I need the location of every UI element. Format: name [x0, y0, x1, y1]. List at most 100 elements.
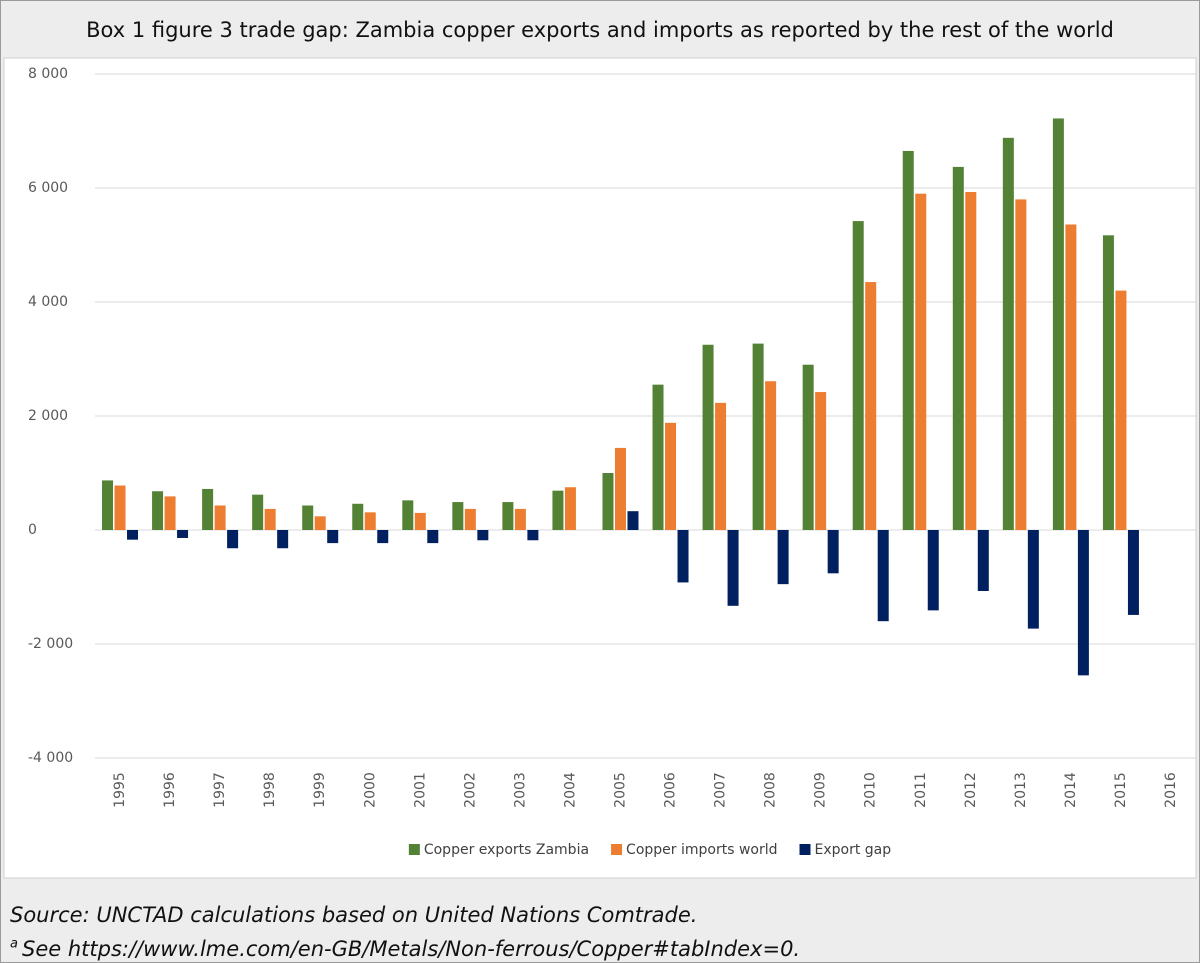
x-tick-label: 2010 — [863, 772, 879, 808]
footnote: See https://www.lme.com/en-GB/Metals/Non… — [22, 937, 800, 961]
bar — [1127, 530, 1139, 615]
bar — [277, 530, 289, 549]
bar — [102, 480, 114, 530]
bar — [865, 282, 877, 530]
bar — [377, 530, 389, 544]
legend-label: Copper imports world — [626, 842, 777, 858]
legend-swatch — [799, 844, 811, 855]
bar — [164, 496, 176, 530]
legend-swatch — [611, 844, 623, 855]
legend-label: Export gap — [815, 842, 892, 858]
bar — [452, 502, 464, 530]
bar — [527, 530, 539, 541]
bar — [214, 505, 226, 530]
x-tick-label: 2000 — [362, 772, 378, 808]
x-tick-label: 1999 — [312, 772, 328, 808]
bar — [427, 530, 439, 544]
x-tick-label: 2003 — [512, 772, 528, 808]
x-tick-label: 1997 — [212, 772, 228, 808]
bar — [477, 530, 489, 541]
y-tick-label: 2 000 — [28, 408, 68, 424]
bar — [264, 508, 276, 530]
y-tick-label: 6 000 — [28, 180, 68, 196]
bar — [927, 530, 939, 611]
x-tick-label: 1995 — [112, 772, 128, 808]
y-tick-label: -4 000 — [28, 750, 73, 766]
bar — [715, 402, 727, 530]
bar — [177, 530, 189, 538]
y-tick-label: 0 — [28, 522, 37, 538]
bar — [352, 503, 364, 530]
bar — [114, 485, 126, 530]
x-tick-label: 2002 — [462, 772, 478, 808]
bar — [977, 530, 989, 591]
y-tick-label: 4 000 — [28, 294, 68, 310]
bar — [665, 422, 677, 530]
bar — [402, 500, 414, 530]
bar — [314, 516, 326, 530]
x-tick-label: 2006 — [663, 772, 679, 808]
x-tick-label: 2016 — [1163, 772, 1179, 808]
legend-label: Copper exports Zambia — [424, 842, 589, 858]
plot-area — [3, 57, 1197, 879]
bar — [815, 392, 827, 530]
bar — [902, 150, 914, 530]
bar — [752, 343, 764, 530]
chart-title: Box 1 figure 3 trade gap: Zambia copper … — [86, 18, 1114, 42]
bar — [1002, 137, 1014, 530]
bar — [1102, 235, 1114, 530]
bar — [127, 530, 139, 540]
y-tick-label: -2 000 — [28, 636, 73, 652]
bar — [965, 191, 977, 531]
x-tick-label: 2013 — [1013, 772, 1029, 808]
x-tick-label: 2001 — [412, 772, 428, 808]
bar — [1015, 199, 1027, 530]
bar — [227, 530, 239, 549]
x-tick-label: 2008 — [763, 772, 779, 808]
footnote-marker: a — [10, 937, 18, 952]
bar — [252, 494, 264, 530]
bar — [652, 384, 664, 530]
bar — [627, 511, 639, 530]
bar — [502, 502, 514, 530]
bar — [1077, 530, 1089, 676]
bar — [327, 530, 339, 544]
bar — [727, 530, 739, 606]
bar — [765, 381, 777, 530]
bar — [677, 530, 689, 583]
bar — [702, 344, 714, 530]
bar — [777, 530, 789, 585]
bar — [1065, 224, 1077, 531]
x-tick-label: 2007 — [713, 772, 729, 808]
y-tick-label: 8 000 — [28, 66, 68, 82]
bar — [302, 505, 314, 530]
bar — [877, 530, 889, 622]
bar — [1027, 530, 1039, 629]
bar — [552, 490, 564, 530]
x-tick-label: 2015 — [1113, 772, 1129, 808]
bar — [464, 508, 476, 530]
bar — [1115, 290, 1127, 530]
bar — [802, 364, 814, 530]
bar — [915, 193, 927, 530]
x-tick-label: 2004 — [562, 772, 578, 808]
bar — [827, 530, 839, 574]
x-tick-label: 2014 — [1063, 772, 1079, 808]
legend-swatch — [408, 844, 420, 855]
bar — [1052, 118, 1064, 531]
bar — [852, 221, 864, 530]
x-tick-label: 1998 — [262, 772, 278, 808]
bar — [414, 512, 426, 530]
bar — [202, 488, 214, 530]
x-tick-label: 2009 — [813, 772, 829, 808]
bar — [602, 473, 614, 530]
bar — [952, 166, 964, 530]
x-tick-label: 2011 — [913, 772, 929, 808]
source-note: Source: UNCTAD calculations based on Uni… — [10, 903, 697, 927]
x-tick-label: 2005 — [612, 772, 628, 808]
bar — [614, 447, 626, 530]
bar — [152, 491, 164, 530]
bar — [564, 487, 576, 530]
